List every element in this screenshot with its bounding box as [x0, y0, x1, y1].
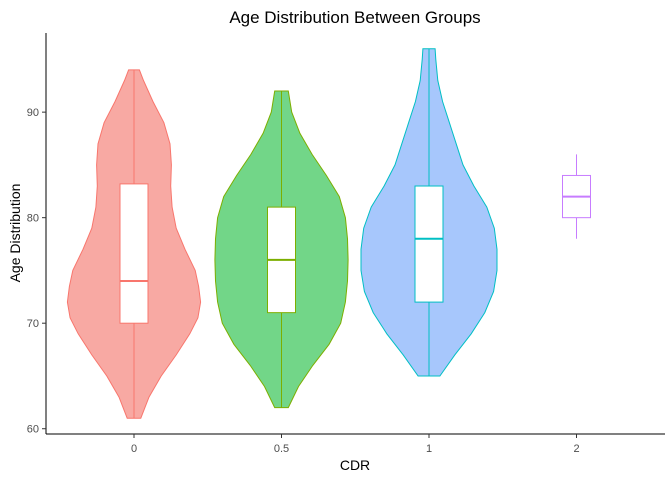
violin-group-0 — [66, 69, 202, 419]
violin-group-2 — [562, 154, 591, 239]
x-tick-label: 1 — [426, 443, 432, 455]
y-tick-label: 80 — [27, 213, 39, 225]
y-tick-label: 60 — [27, 424, 39, 436]
x-tick-label: 0 — [131, 443, 137, 455]
violin-group-1 — [360, 48, 498, 377]
x-tick-label: 0.5 — [274, 443, 289, 455]
x-axis-ticks: 0 0.5 1 2 — [131, 434, 580, 455]
box-iqr — [414, 185, 444, 303]
y-tick-label: 70 — [27, 318, 39, 330]
violin-group-0-5 — [214, 90, 349, 409]
x-tick-label: 2 — [573, 443, 579, 455]
box-iqr — [119, 183, 149, 324]
x-axis-title: CDR — [340, 457, 370, 473]
y-tick-label: 90 — [27, 107, 39, 119]
plot-area — [66, 48, 591, 419]
y-axis-title: Age Distribution — [7, 184, 23, 283]
chart-title: Age Distribution Between Groups — [229, 8, 480, 27]
y-axis-ticks: 60 70 80 90 — [27, 107, 46, 436]
